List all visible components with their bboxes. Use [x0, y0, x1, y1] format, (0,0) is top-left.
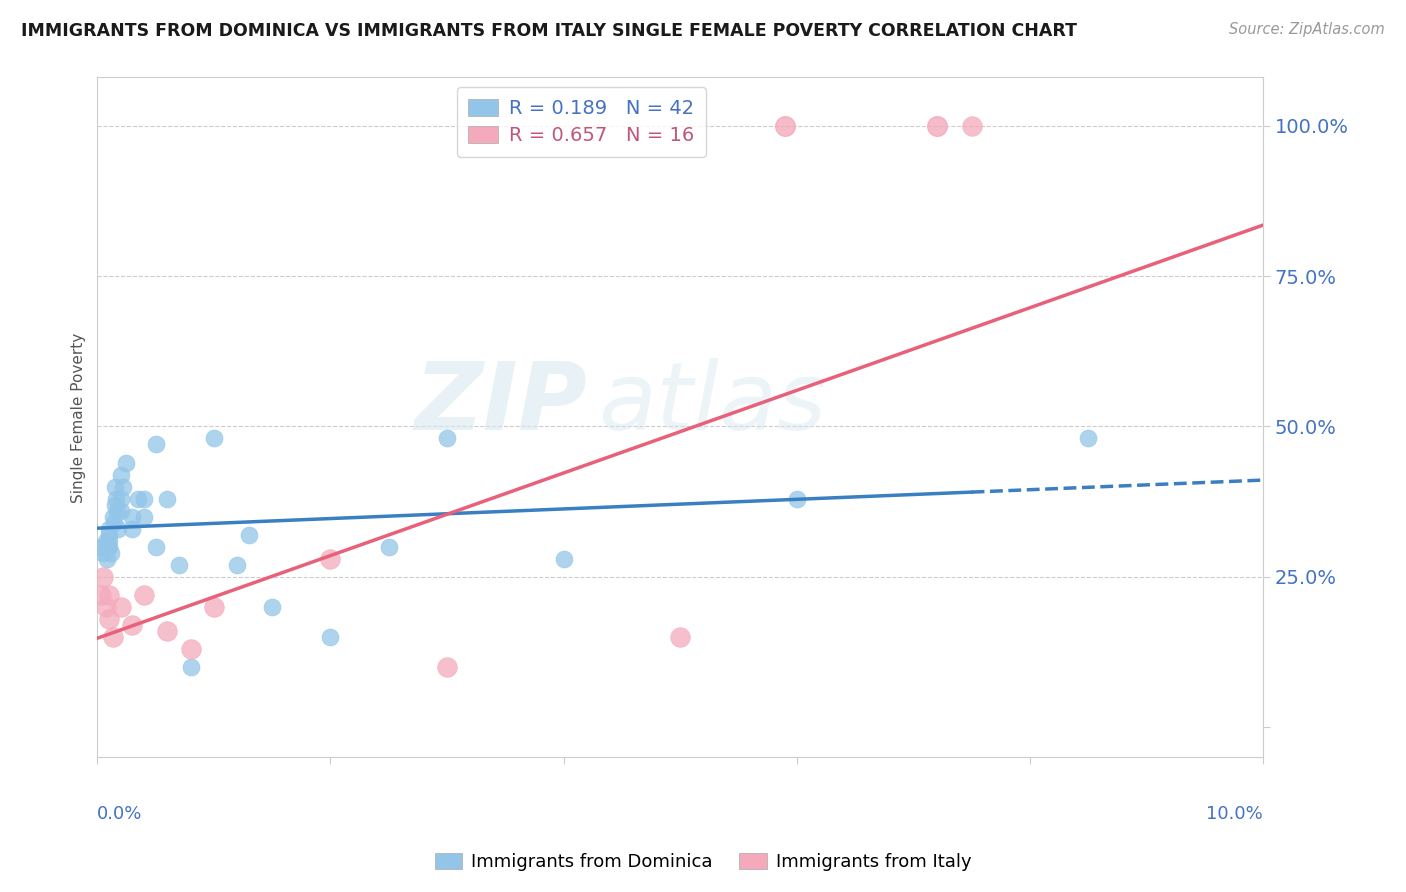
Point: [91, 570, 114, 584]
Point: [107, 522, 129, 536]
Point: [132, 491, 155, 506]
Point: [132, 509, 155, 524]
Point: [319, 630, 342, 644]
Point: [98, 540, 121, 554]
Point: [98, 588, 121, 602]
Point: [98, 612, 121, 626]
Point: [202, 432, 225, 446]
Point: [553, 551, 575, 566]
Point: [167, 558, 190, 572]
Point: [98, 522, 121, 536]
Point: [94, 533, 117, 548]
Point: [669, 630, 692, 644]
Point: [90, 540, 112, 554]
Point: [226, 558, 249, 572]
Point: [202, 599, 225, 614]
Text: 10.0%: 10.0%: [1206, 805, 1263, 823]
Point: [96, 551, 118, 566]
Point: [156, 624, 179, 638]
Text: Source: ZipAtlas.com: Source: ZipAtlas.com: [1229, 22, 1385, 37]
Point: [786, 491, 808, 506]
Point: [90, 588, 112, 602]
Point: [121, 618, 143, 632]
Point: [104, 480, 127, 494]
Text: 0.0%: 0.0%: [97, 805, 143, 823]
Point: [145, 437, 167, 451]
Point: [101, 509, 124, 524]
Text: atlas: atlas: [599, 359, 827, 450]
Point: [105, 491, 128, 506]
Point: [180, 660, 202, 674]
Point: [91, 546, 114, 560]
Point: [127, 491, 149, 506]
Point: [97, 540, 120, 554]
Point: [925, 119, 948, 133]
Point: [98, 533, 121, 548]
Point: [145, 540, 167, 554]
Point: [110, 467, 132, 482]
Point: [156, 491, 179, 506]
Point: [110, 599, 132, 614]
Point: [105, 504, 128, 518]
Point: [378, 540, 401, 554]
Legend: R = 0.189   N = 42, R = 0.657   N = 16: R = 0.189 N = 42, R = 0.657 N = 16: [457, 87, 706, 157]
Point: [98, 528, 121, 542]
Point: [238, 528, 260, 542]
Point: [101, 630, 124, 644]
Point: [319, 551, 342, 566]
Legend: Immigrants from Dominica, Immigrants from Italy: Immigrants from Dominica, Immigrants fro…: [427, 846, 979, 879]
Point: [262, 599, 284, 614]
Point: [121, 522, 143, 536]
Point: [436, 432, 458, 446]
Point: [436, 660, 458, 674]
Point: [773, 119, 796, 133]
Point: [94, 599, 117, 614]
Point: [180, 642, 202, 657]
Point: [115, 456, 138, 470]
Point: [111, 480, 134, 494]
Point: [960, 119, 983, 133]
Point: [132, 588, 155, 602]
Point: [100, 546, 122, 560]
Point: [104, 498, 127, 512]
Text: IMMIGRANTS FROM DOMINICA VS IMMIGRANTS FROM ITALY SINGLE FEMALE POVERTY CORRELAT: IMMIGRANTS FROM DOMINICA VS IMMIGRANTS F…: [21, 22, 1077, 40]
Point: [103, 516, 125, 530]
Point: [110, 491, 132, 506]
Point: [110, 504, 132, 518]
Y-axis label: Single Female Poverty: Single Female Poverty: [72, 333, 86, 502]
Text: ZIP: ZIP: [413, 358, 586, 450]
Point: [1077, 432, 1099, 446]
Point: [121, 509, 143, 524]
